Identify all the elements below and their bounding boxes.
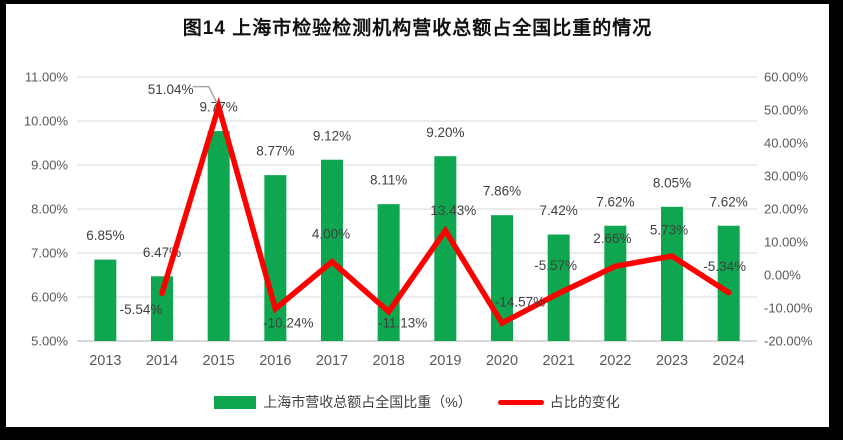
left-axis-tick-label: 10.00%: [24, 113, 69, 128]
x-axis-label-2020: 2020: [486, 353, 518, 369]
frame-border-left: [0, 0, 6, 440]
right-axis-tick-label: 60.00%: [764, 69, 809, 84]
right-axis-tick-label: 50.00%: [764, 102, 809, 117]
left-axis-tick-label: 9.00%: [31, 157, 68, 172]
left-axis-tick-label: 8.00%: [31, 201, 68, 216]
line-label-2014: -5.54%: [120, 302, 163, 317]
line-label-callout-2015: 51.04%: [148, 82, 194, 97]
bar-label-2022: 7.62%: [596, 194, 634, 209]
left-axis-tick-label: 5.00%: [31, 333, 68, 348]
line-series-legend-swatch: [497, 399, 544, 405]
right-axis-tick-label: 20.00%: [764, 201, 809, 216]
left-axis-tick-label: 11.00%: [25, 69, 69, 84]
line-label-2017: 4.00%: [312, 226, 350, 241]
x-axis-label-2019: 2019: [429, 353, 461, 369]
bar-label-2024: 7.62%: [710, 194, 748, 209]
x-axis-label-2023: 2023: [656, 353, 688, 369]
bar-2021: [547, 234, 570, 341]
right-axis-tick-label: -20.00%: [764, 333, 813, 348]
right-axis-tick-label: 0.00%: [764, 267, 801, 282]
bar-series-legend-swatch: [214, 395, 257, 409]
x-axis-label-2015: 2015: [203, 353, 235, 369]
right-axis-tick-label: 10.00%: [764, 234, 809, 249]
line-series-legend-label: 占比的变化: [549, 394, 620, 410]
bar-label-2017: 9.12%: [313, 128, 351, 143]
bar-2019: [434, 156, 457, 341]
x-axis-label-2024: 2024: [713, 353, 745, 369]
bar-2022: [604, 225, 627, 341]
x-axis-label-2021: 2021: [543, 353, 575, 369]
frame-border-top: [0, 0, 843, 4]
x-axis-label-2014: 2014: [146, 353, 178, 369]
line-label-2023: 5.73%: [650, 223, 688, 238]
bar-label-2016: 8.77%: [256, 144, 294, 159]
bar-2016: [264, 175, 287, 341]
bar-label-2013: 6.85%: [86, 228, 124, 243]
callout-leader-line: [192, 85, 219, 105]
right-axis-tick-label: 40.00%: [764, 135, 809, 150]
bar-label-2018: 8.11%: [370, 173, 407, 188]
bar-2015: [207, 131, 230, 341]
line-label-2020: -14.57%: [495, 295, 545, 310]
right-axis-tick-label: -10.00%: [764, 300, 813, 315]
left-axis-tick-label: 7.00%: [31, 245, 68, 260]
bar-2023: [661, 206, 683, 341]
bar-2017: [321, 159, 343, 341]
line-label-2018: -11.13%: [378, 315, 427, 330]
x-axis-label-2017: 2017: [316, 353, 348, 369]
bar-2013: [94, 259, 117, 341]
line-label-2019: 13.43%: [430, 203, 476, 218]
x-axis-label-2018: 2018: [373, 353, 405, 369]
chart-title: 图14 上海市检验检测机构营收总额占全国比重的情况: [182, 18, 653, 39]
frame-border-right: [829, 0, 843, 440]
chart-legend: 上海市营收总额占全国比重（%） 占比的变化: [77, 392, 757, 412]
x-axis-label-2013: 2013: [89, 353, 121, 369]
bar-2014: [151, 276, 173, 341]
bar-series-legend-label: 上海市营收总额占全国比重（%）: [263, 394, 472, 410]
right-axis-tick-label: 30.00%: [764, 168, 809, 183]
bar-label-2023: 8.05%: [653, 175, 691, 190]
bar-label-2021: 7.42%: [540, 203, 578, 218]
left-axis-tick-label: 6.00%: [31, 289, 68, 304]
line-label-2024: -5.34%: [703, 259, 746, 274]
bar-label-2020: 7.86%: [483, 184, 521, 199]
frame-border-bottom: [0, 427, 843, 440]
line-label-2021: -5.57%: [534, 258, 577, 273]
line-series-path: [159, 96, 732, 327]
x-axis-label-2022: 2022: [599, 353, 631, 369]
line-label-2022: 2.66%: [593, 231, 631, 246]
bar-label-2019: 9.20%: [426, 125, 464, 140]
line-label-2016: -10.24%: [263, 315, 313, 330]
x-axis-label-2016: 2016: [259, 353, 291, 369]
bar-2024: [717, 225, 740, 341]
